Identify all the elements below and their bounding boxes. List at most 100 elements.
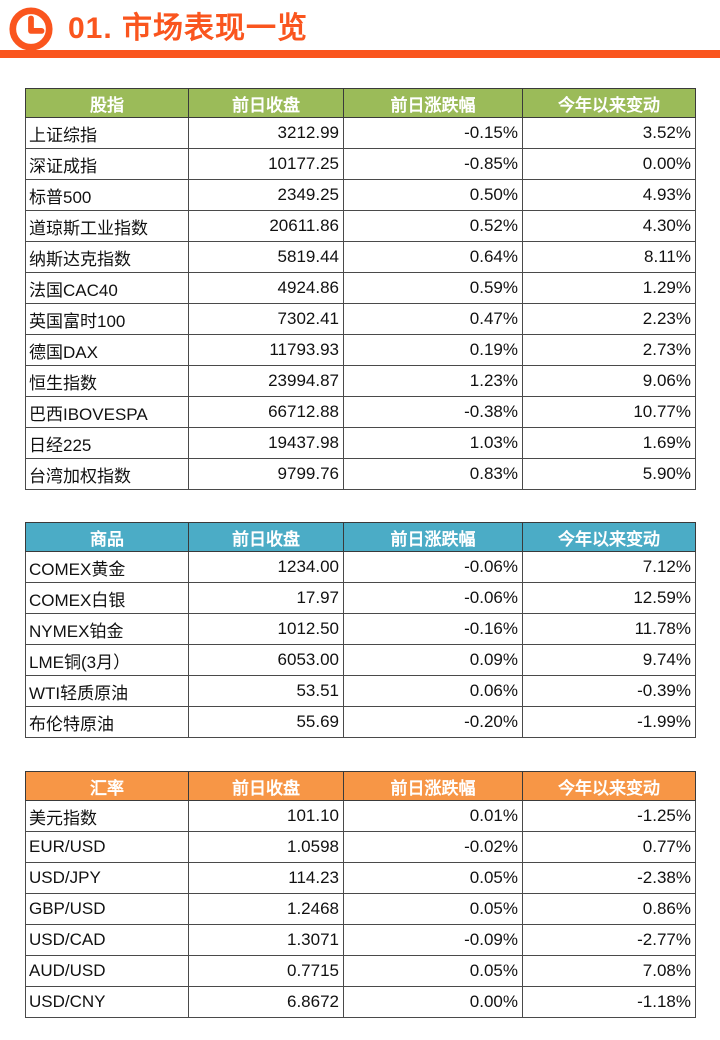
row-label-cell: AUD/USD bbox=[25, 955, 189, 987]
value-cell: 1.2468 bbox=[188, 893, 344, 925]
value-cell: 4924.86 bbox=[188, 272, 344, 304]
value-cell: 2.73% bbox=[522, 334, 696, 366]
value-cell: -0.06% bbox=[343, 551, 523, 583]
value-cell: 1.3071 bbox=[188, 924, 344, 956]
value-cell: -0.15% bbox=[343, 117, 523, 149]
column-header: 今年以来变动 bbox=[522, 88, 696, 118]
value-cell: 0.05% bbox=[343, 955, 523, 987]
table-row: USD/CAD 1.3071 -0.09% -2.77% bbox=[25, 924, 696, 956]
value-cell: 1234.00 bbox=[188, 551, 344, 583]
value-cell: 7.08% bbox=[522, 955, 696, 987]
row-label-cell: WTI轻质原油 bbox=[25, 675, 189, 707]
column-header: 前日涨跌幅 bbox=[343, 522, 523, 552]
column-header: 汇率 bbox=[25, 771, 189, 801]
stock-indices-table: 股指 前日收盘 前日涨跌幅 今年以来变动 上证综指 3212.99 -0.15% 3.52% 深… bbox=[25, 88, 696, 490]
table-row: GBP/USD 1.2468 0.05% 0.86% bbox=[25, 893, 696, 925]
value-cell: -0.16% bbox=[343, 613, 523, 645]
value-cell: 23994.87 bbox=[188, 365, 344, 397]
value-cell: 7.12% bbox=[522, 551, 696, 583]
value-cell: 5819.44 bbox=[188, 241, 344, 273]
value-cell: 1012.50 bbox=[188, 613, 344, 645]
value-cell: 20611.86 bbox=[188, 210, 344, 242]
table-row: 道琼斯工业指数 20611.86 0.52% 4.30% bbox=[25, 210, 696, 242]
value-cell: 0.09% bbox=[343, 644, 523, 676]
value-cell: 11.78% bbox=[522, 613, 696, 645]
row-label-cell: 法国CAC40 bbox=[25, 272, 189, 304]
value-cell: 101.10 bbox=[188, 800, 344, 832]
row-label-cell: 上证综指 bbox=[25, 117, 189, 149]
column-header: 今年以来变动 bbox=[522, 522, 696, 552]
value-cell: 0.77% bbox=[522, 831, 696, 863]
value-cell: 10177.25 bbox=[188, 148, 344, 180]
row-label-cell: 美元指数 bbox=[25, 800, 189, 832]
value-cell: -0.39% bbox=[522, 675, 696, 707]
value-cell: 0.05% bbox=[343, 862, 523, 894]
row-label-cell: USD/CAD bbox=[25, 924, 189, 956]
table-row: AUD/USD 0.7715 0.05% 7.08% bbox=[25, 955, 696, 987]
value-cell: 0.19% bbox=[343, 334, 523, 366]
value-cell: 55.69 bbox=[188, 706, 344, 738]
row-label-cell: 台湾加权指数 bbox=[25, 458, 189, 490]
row-label-cell: 日经225 bbox=[25, 427, 189, 459]
value-cell: 10.77% bbox=[522, 396, 696, 428]
value-cell: 3212.99 bbox=[188, 117, 344, 149]
table-row: 德国DAX 11793.93 0.19% 2.73% bbox=[25, 334, 696, 366]
row-label-cell: GBP/USD bbox=[25, 893, 189, 925]
table-row: 法国CAC40 4924.86 0.59% 1.29% bbox=[25, 272, 696, 304]
table-row: 布伦特原油 55.69 -0.20% -1.99% bbox=[25, 706, 696, 738]
value-cell: 66712.88 bbox=[188, 396, 344, 428]
value-cell: 2.23% bbox=[522, 303, 696, 335]
value-cell: 0.52% bbox=[343, 210, 523, 242]
value-cell: 17.97 bbox=[188, 582, 344, 614]
table-row: 美元指数 101.10 0.01% -1.25% bbox=[25, 800, 696, 832]
section-header: 01. 市场表现一览 bbox=[0, 0, 720, 58]
accent-divider bbox=[0, 50, 720, 58]
row-label-cell: 纳斯达克指数 bbox=[25, 241, 189, 273]
row-label-cell: 德国DAX bbox=[25, 334, 189, 366]
table-row: USD/JPY 114.23 0.05% -2.38% bbox=[25, 862, 696, 894]
row-label-cell: LME铜(3月） bbox=[25, 644, 189, 676]
header-row: 汇率 前日收盘 前日涨跌幅 今年以来变动 bbox=[25, 771, 696, 801]
value-cell: 0.64% bbox=[343, 241, 523, 273]
clock-icon bbox=[8, 6, 54, 52]
value-cell: 0.01% bbox=[343, 800, 523, 832]
value-cell: 7302.41 bbox=[188, 303, 344, 335]
row-label-cell: COMEX黄金 bbox=[25, 551, 189, 583]
table-row: USD/CNY 6.8672 0.00% -1.18% bbox=[25, 986, 696, 1018]
table-row: 日经225 19437.98 1.03% 1.69% bbox=[25, 427, 696, 459]
value-cell: 12.59% bbox=[522, 582, 696, 614]
value-cell: 1.0598 bbox=[188, 831, 344, 863]
column-header: 前日收盘 bbox=[188, 88, 344, 118]
value-cell: 3.52% bbox=[522, 117, 696, 149]
value-cell: 9.74% bbox=[522, 644, 696, 676]
column-header: 股指 bbox=[25, 88, 189, 118]
value-cell: -1.99% bbox=[522, 706, 696, 738]
value-cell: 0.59% bbox=[343, 272, 523, 304]
column-header: 前日收盘 bbox=[188, 771, 344, 801]
header-row: 商品 前日收盘 前日涨跌幅 今年以来变动 bbox=[25, 522, 696, 552]
value-cell: -2.77% bbox=[522, 924, 696, 956]
value-cell: 0.47% bbox=[343, 303, 523, 335]
row-label-cell: 标普500 bbox=[25, 179, 189, 211]
value-cell: -2.38% bbox=[522, 862, 696, 894]
row-label-cell: 英国富时100 bbox=[25, 303, 189, 335]
column-header: 前日涨跌幅 bbox=[343, 771, 523, 801]
table-row: WTI轻质原油 53.51 0.06% -0.39% bbox=[25, 675, 696, 707]
table-row: LME铜(3月） 6053.00 0.09% 9.74% bbox=[25, 644, 696, 676]
commodities-table: 商品 前日收盘 前日涨跌幅 今年以来变动 COMEX黄金 1234.00 -0.06% 7.1… bbox=[25, 522, 696, 738]
row-label-cell: USD/JPY bbox=[25, 862, 189, 894]
table-row: 英国富时100 7302.41 0.47% 2.23% bbox=[25, 303, 696, 335]
value-cell: 1.69% bbox=[522, 427, 696, 459]
value-cell: 114.23 bbox=[188, 862, 344, 894]
value-cell: 5.90% bbox=[522, 458, 696, 490]
value-cell: -0.02% bbox=[343, 831, 523, 863]
value-cell: -0.20% bbox=[343, 706, 523, 738]
value-cell: 0.50% bbox=[343, 179, 523, 211]
row-label-cell: NYMEX铂金 bbox=[25, 613, 189, 645]
table-row: 纳斯达克指数 5819.44 0.64% 8.11% bbox=[25, 241, 696, 273]
value-cell: -0.85% bbox=[343, 148, 523, 180]
value-cell: -0.09% bbox=[343, 924, 523, 956]
value-cell: 0.86% bbox=[522, 893, 696, 925]
table-row: 上证综指 3212.99 -0.15% 3.52% bbox=[25, 117, 696, 149]
value-cell: 1.03% bbox=[343, 427, 523, 459]
